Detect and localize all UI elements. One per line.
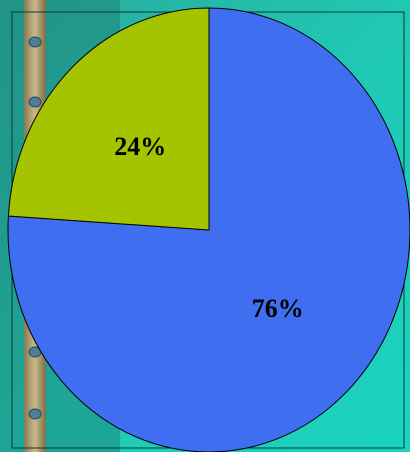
pie-slice — [7, 7, 210, 231]
data-label: 24% — [114, 132, 166, 161]
pie-slice — [7, 7, 410, 452]
data-label: 76% — [252, 294, 304, 323]
pie: 76% 24% — [7, 7, 410, 452]
